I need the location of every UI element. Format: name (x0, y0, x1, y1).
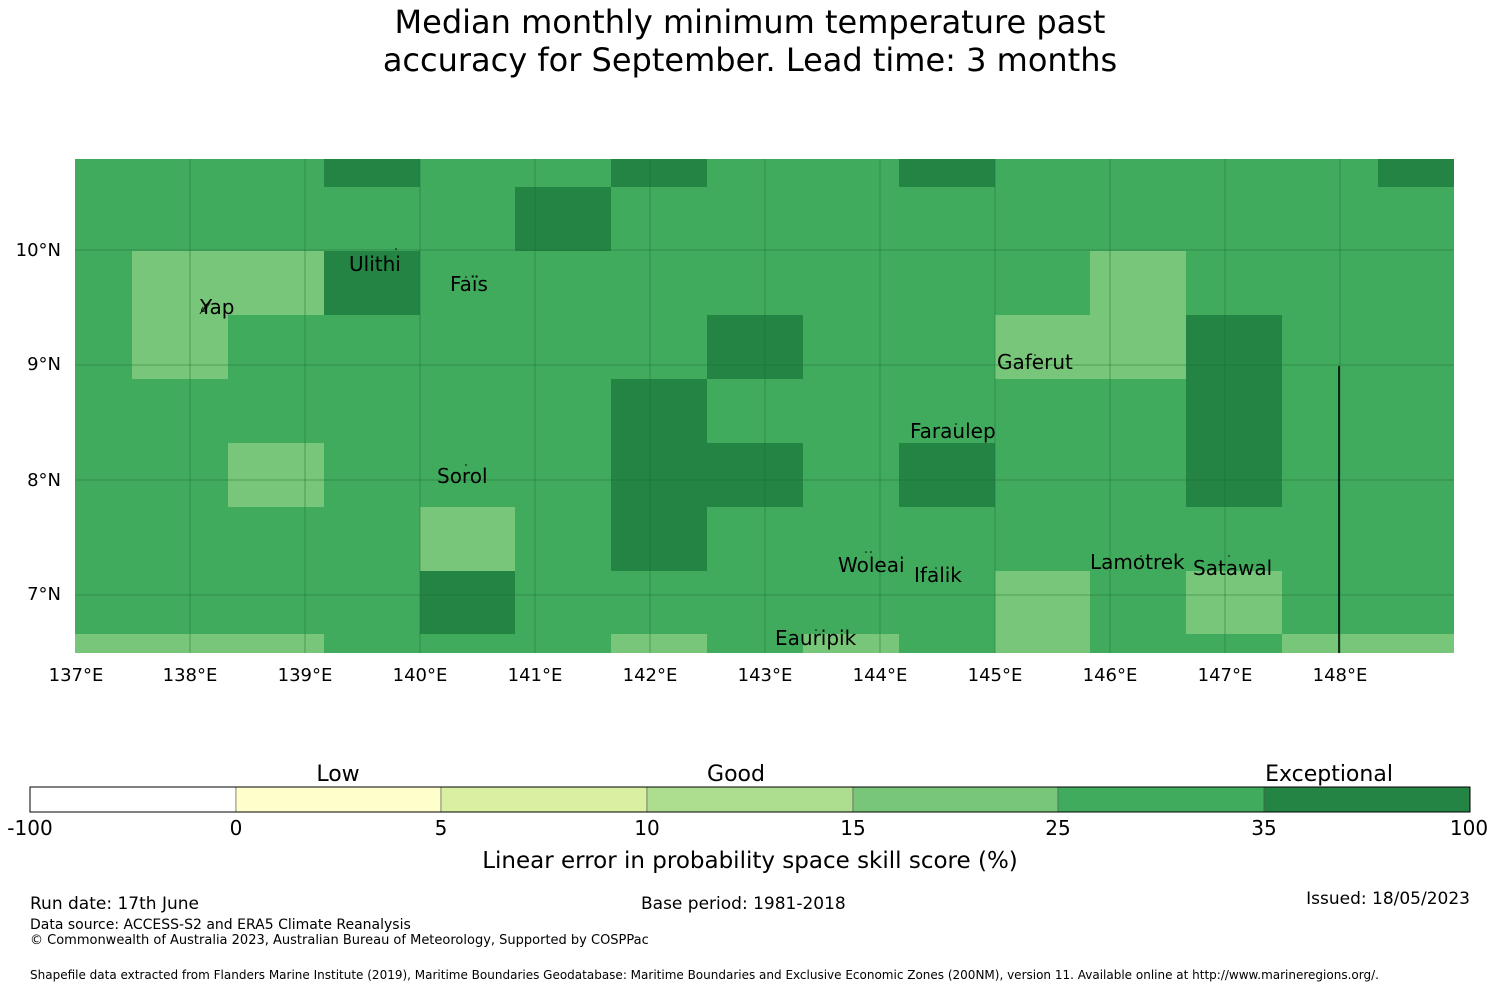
skill-cell (228, 443, 324, 507)
island-markers: ⸙ (196, 248, 1230, 631)
y-tick-label: 9°N (27, 354, 61, 375)
x-tick-label: 141°E (508, 665, 563, 686)
skill-cell (324, 159, 420, 187)
skill-cell (611, 379, 707, 443)
faraulep-island-dot (955, 423, 957, 425)
place-ifalik: Ifalik (914, 563, 962, 587)
skill-cell (1186, 379, 1282, 443)
woleai-island-dot (865, 551, 867, 553)
x-tick-label: 139°E (278, 665, 333, 686)
x-tick-label: 148°E (1313, 665, 1368, 686)
colorbar-tick-label: 10 (634, 816, 659, 840)
place-gaferut: Gaferut (997, 350, 1073, 374)
ulithi-island-dot (395, 248, 397, 250)
colorbar-segment (1057, 786, 1265, 813)
fais-island-dot (465, 276, 467, 278)
place-fais: Faïs (450, 272, 488, 296)
y-tick-label: 8°N (27, 470, 61, 491)
skill-cell (899, 159, 995, 187)
legend-category-exceptional: Exceptional (1265, 762, 1393, 787)
eauripik-island-dot (815, 629, 817, 631)
skill-cell (324, 251, 420, 315)
skill-cell (707, 315, 803, 379)
shapefile-credit: Shapefile data extracted from Flanders M… (30, 968, 1379, 982)
ifalik-island-dot (935, 567, 937, 569)
skill-cell (611, 443, 803, 507)
graticule (75, 159, 1454, 653)
gaferut-island-dot (1034, 354, 1036, 356)
skill-cell (1090, 251, 1186, 315)
lamotrek-island-dot (1140, 555, 1142, 557)
skill-cell (515, 187, 611, 251)
skill-cell (995, 315, 1186, 379)
place-ulithi: Ulithi (349, 252, 401, 276)
copyright: © Commonwealth of Australia 2023, Austra… (30, 933, 649, 948)
issued-date: Issued: 18/05/2023 (1306, 889, 1470, 909)
skill-cell (75, 634, 324, 653)
skill-cell (995, 571, 1090, 653)
colorbar-tick-label: -100 (7, 816, 52, 840)
colorbar-tick-label: 5 (435, 816, 448, 840)
y-tick-label: 10°N (16, 240, 61, 261)
skill-cell (803, 634, 899, 653)
base-period: Base period: 1981-2018 (641, 894, 846, 914)
place-satawal: Satawal (1193, 556, 1272, 580)
x-tick-label: 143°E (738, 665, 793, 686)
legend-category-good: Good (707, 762, 765, 787)
place-yap: Yap (199, 295, 234, 319)
colorbar-tick-label: 15 (840, 816, 865, 840)
data-source: Data source: ACCESS-S2 and ERA5 Climate … (30, 917, 411, 933)
place-woleai: Woleai (838, 553, 905, 577)
satawal-island-dot (1228, 555, 1230, 557)
skill-cell (1186, 443, 1282, 507)
skill-cell (611, 507, 707, 571)
skill-cell (611, 634, 707, 653)
place-lamotrek: Lamotrek (1090, 550, 1185, 574)
skill-cell (1378, 159, 1454, 187)
colorbar-segment (1263, 786, 1471, 813)
x-tick-label: 137°E (49, 665, 104, 686)
colorbar-tick-label: 100 (1450, 816, 1488, 840)
skill-cell (420, 571, 515, 634)
place-sorol: Sorol (437, 464, 488, 488)
x-tick-label: 147°E (1198, 665, 1253, 686)
x-tick-label: 138°E (163, 665, 218, 686)
run-date: Run date: 17th June (30, 894, 199, 914)
colorbar-tick-label: 35 (1251, 816, 1276, 840)
skill-cell (420, 507, 515, 571)
place-eauripik: Eauripik (775, 626, 857, 650)
colorbar-segment (852, 786, 1059, 813)
skill-cell (1186, 315, 1282, 379)
colorbar-segment (235, 786, 442, 813)
skill-cell (1282, 634, 1454, 653)
legend-category-low: Low (316, 762, 359, 787)
y-tick-label: 7°N (27, 584, 61, 605)
x-tick-label: 140°E (393, 665, 448, 686)
skill-cell (1186, 571, 1282, 634)
x-tick-label: 142°E (623, 665, 678, 686)
x-tick-label: 146°E (1083, 665, 1138, 686)
skill-cell (132, 315, 228, 379)
x-tick-label: 144°E (853, 665, 908, 686)
colorbar (29, 786, 1471, 813)
skill-cell (899, 443, 995, 507)
skill-cell (132, 251, 324, 315)
colorbar-segment (29, 786, 237, 813)
map-title-line-2: accuracy for September. Lead time: 3 mon… (382, 41, 1118, 79)
colorbar-tick-label: 0 (230, 816, 243, 840)
colorbar-tick-label: 25 (1045, 816, 1070, 840)
colorbar-segment (646, 786, 854, 813)
skill-cell (611, 159, 707, 187)
woleai-island-dot-2 (870, 551, 872, 553)
sorol-island-dot (465, 464, 467, 466)
colorbar-frame (29, 786, 1471, 813)
colorbar-axis-label: Linear error in probability space skill … (482, 848, 1018, 874)
colorbar-segment (440, 786, 648, 813)
place-faraulep: Faraulep (910, 419, 996, 443)
x-tick-label: 145°E (968, 665, 1023, 686)
map-title-line-1: Median monthly minimum temperature past (394, 3, 1106, 41)
yap-island-shape: ⸙ (196, 295, 211, 319)
